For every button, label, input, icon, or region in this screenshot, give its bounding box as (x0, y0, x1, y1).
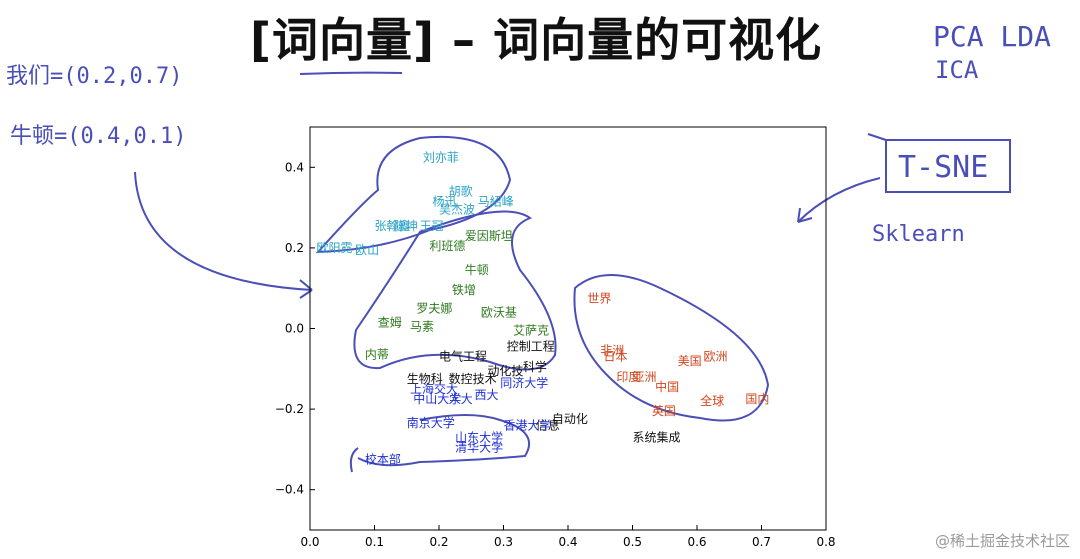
point-label-person: 张翰鑫 (375, 218, 411, 233)
point-label-technical: 信息 (536, 417, 560, 432)
point-label-person: 胡歌 (449, 184, 473, 199)
point-label-person: 欧山 (355, 243, 379, 257)
title-underline (299, 71, 403, 75)
point-label-university: 人大 (449, 392, 473, 406)
point-label-scientist: 牛顿 (465, 262, 489, 277)
point-label-university: 山东大学 (455, 429, 503, 444)
point-label-scientist: 马素 (410, 320, 434, 334)
annotation-vector-newton: 牛顿=(0.4,0.1) (10, 124, 187, 149)
y-tick-label: 0.4 (285, 160, 304, 174)
country-cluster-loop (573, 274, 770, 422)
tsne-box-line (867, 133, 887, 141)
point-label-university: 清华大学 (455, 439, 503, 454)
x-tick-label: 0.4 (558, 535, 577, 549)
point-label-scientist: 利班德 (429, 238, 465, 253)
point-label-person: 欧阳霓 (316, 241, 352, 255)
x-tick-label: 0.3 (494, 535, 513, 549)
x-tick-label: 0.2 (429, 535, 448, 549)
point-label-university: 上海交大 (410, 381, 458, 396)
tsne-box (885, 139, 1011, 193)
x-tick-label: 0.1 (365, 535, 384, 549)
point-label-technical: 生物科 (407, 372, 443, 386)
point-label-university: 同济大学 (500, 375, 548, 390)
point-label-country: 全球 (700, 393, 724, 408)
point-label-country: 世界 (587, 291, 611, 305)
y-tick-label: 0.0 (285, 322, 304, 336)
university-cluster-loop (349, 414, 531, 473)
slide-title: [词向量] – 词向量的可视化 (250, 13, 823, 67)
point-label-country: 中国 (655, 379, 679, 394)
point-label-technical: 科学 (523, 359, 547, 374)
point-label-country: 国内 (745, 392, 769, 406)
tsne-arrow (797, 177, 881, 223)
watermark: @稀土掘金技术社区 (934, 532, 1070, 550)
x-tick-label: 0.0 (300, 535, 319, 549)
point-label-university: 南京大学 (407, 415, 455, 430)
left-arrow (134, 171, 313, 291)
point-label-country: 日本 (603, 350, 627, 364)
point-label-person: 王冠 (420, 219, 444, 233)
point-label-scientist: 查姆 (378, 315, 402, 329)
point-label-country: 英国 (652, 404, 676, 418)
x-tick-label: 0.5 (623, 535, 642, 549)
point-label-technical: 控制工程 (507, 339, 555, 354)
point-label-country: 美国 (678, 354, 702, 368)
point-label-country: 亚洲 (633, 370, 657, 384)
annotation-methods: PCA LDA (933, 20, 1052, 53)
annotation-tsne: T-SNE (898, 150, 989, 185)
point-label-scientist: 内蒂 (365, 348, 389, 362)
x-tick-label: 0.7 (752, 535, 771, 549)
x-tick-label: 0.6 (687, 535, 706, 549)
person-cluster-loop (315, 136, 512, 254)
point-label-technical: 动化技 (487, 364, 523, 378)
annotation-sklearn: Sklearn (872, 222, 965, 247)
point-label-person: 杨迅 (433, 194, 457, 209)
annotation-ica: ICA (935, 56, 979, 84)
point-label-country: 非洲 (600, 344, 624, 358)
point-label-person: 刘亦菲 (423, 149, 459, 164)
x-tick-label: 0.8 (816, 535, 835, 549)
y-tick-label: −0.4 (275, 483, 304, 497)
point-label-scientist: 艾萨克 (513, 324, 549, 338)
tsne-arrow-head (797, 207, 813, 223)
point-label-university: 中山大学 (413, 391, 461, 406)
point-label-person: 吴杰波 (439, 203, 475, 217)
point-label-university: 香港大学 (504, 417, 552, 432)
y-tick-label: −0.2 (275, 402, 304, 416)
point-label-technical: 系统集成 (633, 429, 681, 444)
point-label-scientist: 爱因斯坦 (465, 229, 513, 243)
point-label-technical: 电气工程 (439, 349, 487, 364)
point-label-person: 陈坤 (394, 218, 418, 233)
point-label-technical: 数控技术 (449, 371, 497, 386)
y-tick-label: 0.2 (285, 241, 304, 255)
point-label-university: 校本部 (365, 452, 401, 467)
point-label-person: 马紹峰 (478, 195, 514, 209)
point-label-university: 西大 (474, 388, 498, 402)
point-label-scientist: 铁增 (452, 283, 476, 297)
point-label-technical: 自动化 (552, 412, 588, 426)
annotation-vector-women: 我们=(0.2,0.7) (6, 64, 183, 89)
point-label-country: 欧洲 (703, 350, 727, 364)
scientist-cluster-loop (353, 210, 557, 371)
point-label-country: 印度 (616, 369, 640, 384)
point-label-scientist: 罗夫娜 (416, 301, 452, 315)
point-label-scientist: 欧沃基 (481, 305, 517, 319)
